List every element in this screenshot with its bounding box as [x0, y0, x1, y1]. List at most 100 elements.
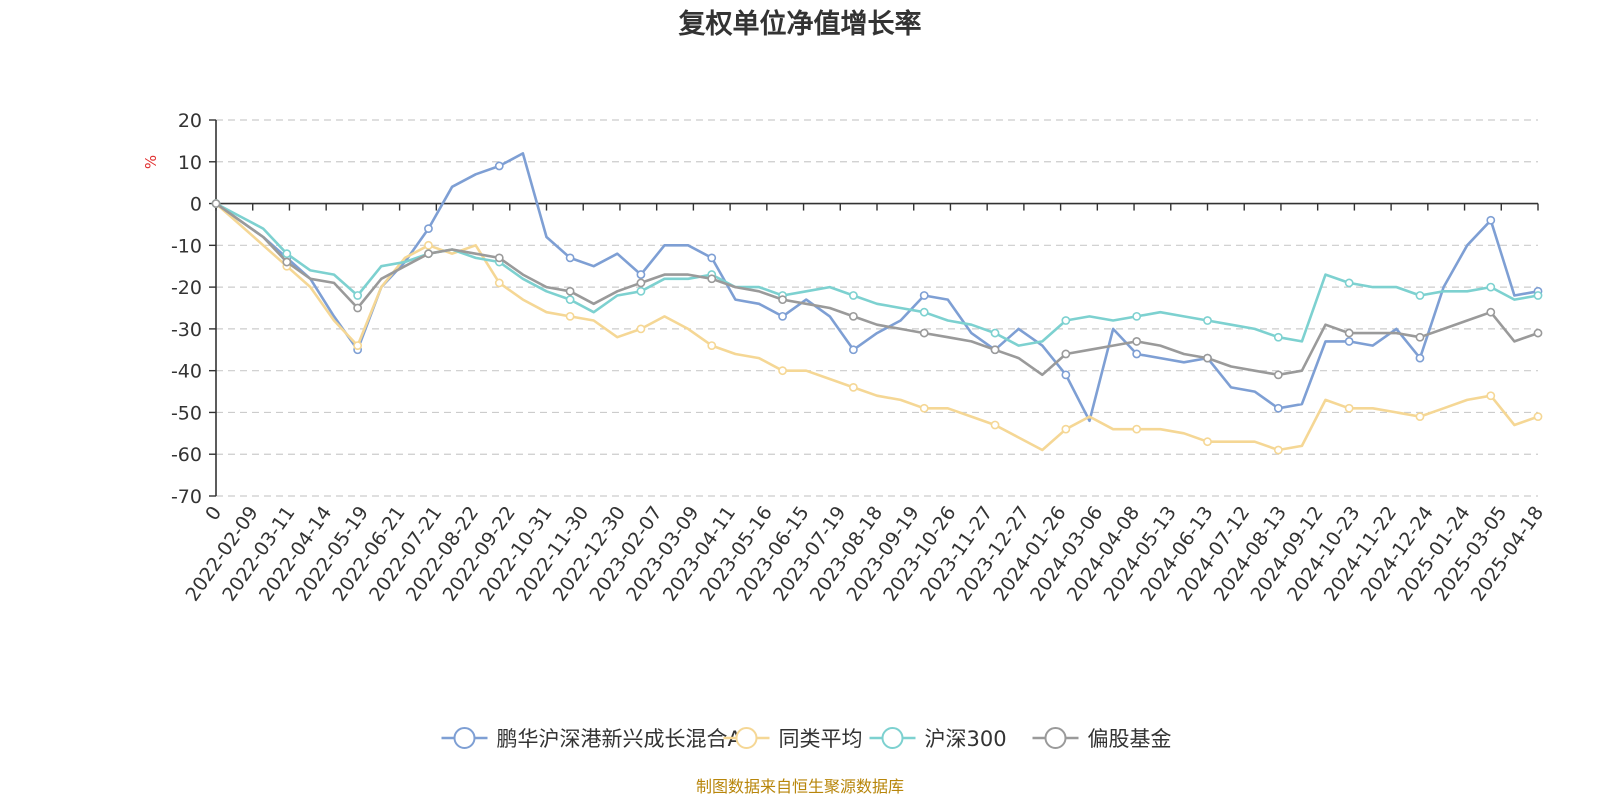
series-point — [636, 324, 646, 334]
series-point — [1132, 337, 1142, 346]
legend-item[interactable]: 同类平均 — [723, 727, 863, 751]
series-point — [1061, 349, 1071, 359]
series-point — [1273, 370, 1283, 380]
series-point — [1273, 403, 1283, 413]
chart-title: 复权单位净值增长率 — [679, 8, 922, 40]
series-point — [1132, 311, 1142, 321]
series-point — [353, 291, 363, 300]
y-tick-label: -60 — [171, 444, 202, 466]
series-point — [1203, 353, 1212, 363]
data-source-caption: 制图数据来自恒生聚源数据库 — [696, 777, 904, 796]
legend-marker-icon — [1044, 727, 1067, 749]
legend-label: 同类平均 — [779, 727, 863, 751]
series-point — [636, 286, 646, 296]
series-point — [211, 199, 221, 208]
series-point — [565, 286, 575, 296]
axes — [215, 120, 1538, 496]
series-point — [1415, 332, 1425, 342]
series-point — [1533, 328, 1543, 338]
series-point — [990, 345, 1000, 355]
series-point — [707, 341, 717, 350]
series-point — [1132, 424, 1142, 434]
series-point — [565, 253, 575, 263]
series-point — [848, 311, 858, 321]
series-point — [636, 270, 646, 279]
series-point — [282, 257, 292, 267]
series-point — [1344, 328, 1354, 338]
x-tick-label: 0 — [201, 502, 226, 525]
series-point — [1415, 412, 1425, 422]
series-point — [1203, 316, 1212, 325]
series-point — [1486, 391, 1496, 401]
series-point — [353, 341, 363, 350]
legend-marker-icon — [881, 727, 904, 749]
series-point — [1486, 307, 1496, 317]
legend-label: 沪深300 — [925, 727, 1007, 751]
series-point — [494, 278, 504, 288]
series-point — [424, 249, 433, 259]
y-tick-label: -30 — [171, 319, 202, 341]
series-point — [778, 366, 787, 376]
series-point — [990, 328, 1000, 338]
series-point — [1061, 424, 1071, 434]
series-point — [1203, 437, 1212, 447]
series-point — [1344, 337, 1354, 346]
series-point — [1273, 445, 1283, 455]
legend-label: 鹏华沪深港新兴成长混合A — [497, 727, 743, 751]
series-point — [919, 403, 929, 413]
series-point — [1344, 278, 1354, 288]
series-point — [494, 253, 504, 263]
y-tick-label: -20 — [171, 277, 202, 299]
series-point — [1344, 403, 1354, 413]
series-point — [848, 291, 858, 300]
y-axis-ticks: 20 10 0 -10 -20 -30 -40 -50 -60 -70 — [171, 110, 216, 508]
series-point — [707, 274, 717, 284]
series-point — [1132, 349, 1142, 359]
series-point — [565, 295, 575, 305]
legend-marker-icon — [453, 727, 476, 749]
series-point — [1533, 291, 1543, 300]
series-point — [1415, 291, 1425, 300]
y-tick-label: -10 — [171, 235, 202, 257]
series-point — [707, 253, 717, 263]
grid-lines — [216, 119, 1538, 497]
legend-marker-icon — [735, 727, 758, 749]
series-point — [919, 328, 929, 338]
series-point — [990, 420, 1000, 430]
series-point — [848, 345, 858, 355]
series-point — [282, 249, 292, 259]
legend-label: 偏股基金 — [1088, 727, 1172, 751]
legend: 鹏华沪深港新兴成长混合A 同类平均 沪深300 偏股基金 — [441, 727, 1172, 751]
series-point — [778, 311, 787, 321]
x-axis-ticks: 02022-02-092022-03-112022-04-142022-05-1… — [181, 203, 1548, 605]
series-point — [848, 382, 858, 392]
series-point — [1486, 282, 1496, 292]
series-lines — [211, 152, 1543, 455]
series-line-3 — [215, 202, 1539, 377]
series-point — [636, 278, 646, 288]
series-line-0 — [215, 152, 1539, 423]
y-tick-label: 20 — [178, 110, 202, 132]
series-point — [919, 291, 929, 300]
series-point — [353, 303, 363, 313]
series-point — [1061, 370, 1071, 380]
series-point — [494, 161, 504, 171]
series-point — [778, 295, 787, 305]
y-tick-label: 10 — [178, 152, 202, 174]
y-tick-label: -40 — [171, 361, 202, 383]
series-line-1 — [215, 202, 1539, 452]
series-point — [424, 240, 433, 250]
legend-item[interactable]: 偏股基金 — [1032, 727, 1172, 751]
legend-item[interactable]: 沪深300 — [869, 727, 1007, 751]
series-point — [424, 224, 433, 234]
series-point — [919, 307, 929, 317]
y-tick-label: -70 — [171, 486, 202, 508]
series-point — [565, 311, 575, 321]
y-tick-label: 0 — [190, 194, 202, 216]
y-tick-label: -50 — [171, 402, 202, 424]
series-point — [1486, 215, 1496, 225]
y-axis-unit-label: % — [142, 155, 160, 169]
legend-item[interactable]: 鹏华沪深港新兴成长混合A — [441, 727, 743, 751]
series-point — [1415, 353, 1425, 363]
